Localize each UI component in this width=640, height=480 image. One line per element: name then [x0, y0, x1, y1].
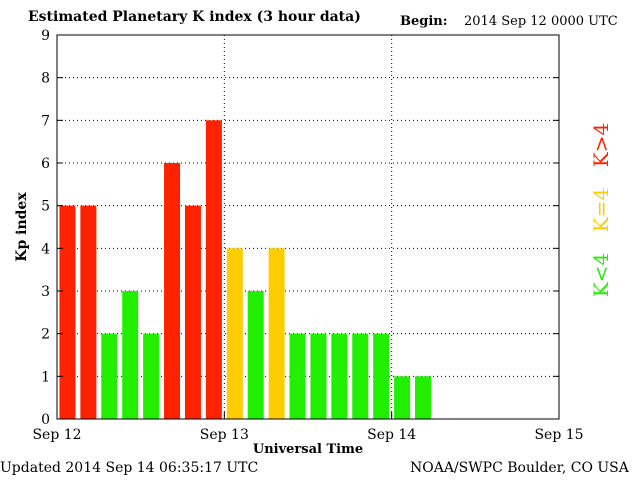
- source-credit: NOAA/SWPC Boulder, CO USA: [410, 460, 629, 476]
- kp-bar: [184, 205, 201, 419]
- x-tick-label: Sep 12: [32, 427, 81, 443]
- begin-label: Begin:: [400, 14, 448, 29]
- y-tick-label: 4: [41, 241, 50, 257]
- kp-bar: [143, 333, 160, 419]
- y-tick-label: 3: [41, 284, 50, 300]
- kp-bar: [205, 120, 222, 419]
- bars: [59, 120, 432, 419]
- kp-bar: [59, 205, 76, 419]
- kp-bar: [247, 291, 264, 419]
- x-tick-label: Sep 13: [200, 427, 249, 443]
- kp-bar: [331, 333, 348, 419]
- y-tick-label: 8: [41, 71, 50, 87]
- y-tick-label: 1: [41, 369, 50, 385]
- kp-bar: [415, 376, 432, 419]
- kp-bar: [373, 333, 390, 419]
- y-axis-ticks: 0 1 2 3 4 5 6 7 8 9: [41, 28, 559, 428]
- y-axis-label: Kp index: [14, 192, 30, 262]
- y-tick-label: 2: [41, 327, 50, 343]
- kp-bar: [101, 333, 118, 419]
- x-tick-label: Sep 14: [367, 427, 416, 443]
- y-tick-label: 9: [41, 28, 50, 44]
- legend-entry: K=4: [589, 188, 613, 232]
- kp-bar: [226, 248, 243, 419]
- begin-value: 2014 Sep 12 0000 UTC: [464, 14, 618, 29]
- kp-bar: [352, 333, 369, 419]
- kp-bar: [164, 163, 181, 419]
- legend: K<4 K=4 K>4: [589, 123, 613, 297]
- grid-lines: [57, 35, 559, 419]
- legend-entry: K>4: [589, 123, 613, 167]
- updated-timestamp: Updated 2014 Sep 14 06:35:17 UTC: [0, 460, 259, 476]
- x-axis-ticks: Sep 12 Sep 13 Sep 14 Sep 15: [32, 412, 584, 443]
- kp-bar: [310, 333, 327, 419]
- x-axis-label: Universal Time: [253, 442, 363, 457]
- plot-frame: [56, 34, 560, 420]
- kp-bar: [122, 291, 139, 419]
- y-tick-label: 6: [41, 156, 50, 172]
- kp-bar: [394, 376, 411, 419]
- y-tick-label: 5: [41, 199, 50, 215]
- kp-bar: [289, 333, 306, 419]
- chart-title: Estimated Planetary K index (3 hour data…: [28, 9, 361, 25]
- y-tick-label: 0: [41, 412, 50, 428]
- legend-entry: K<4: [589, 253, 613, 297]
- kp-bar: [80, 205, 97, 419]
- y-tick-label: 7: [41, 113, 50, 129]
- kp-bar: [268, 248, 285, 419]
- x-tick-label: Sep 15: [534, 427, 583, 443]
